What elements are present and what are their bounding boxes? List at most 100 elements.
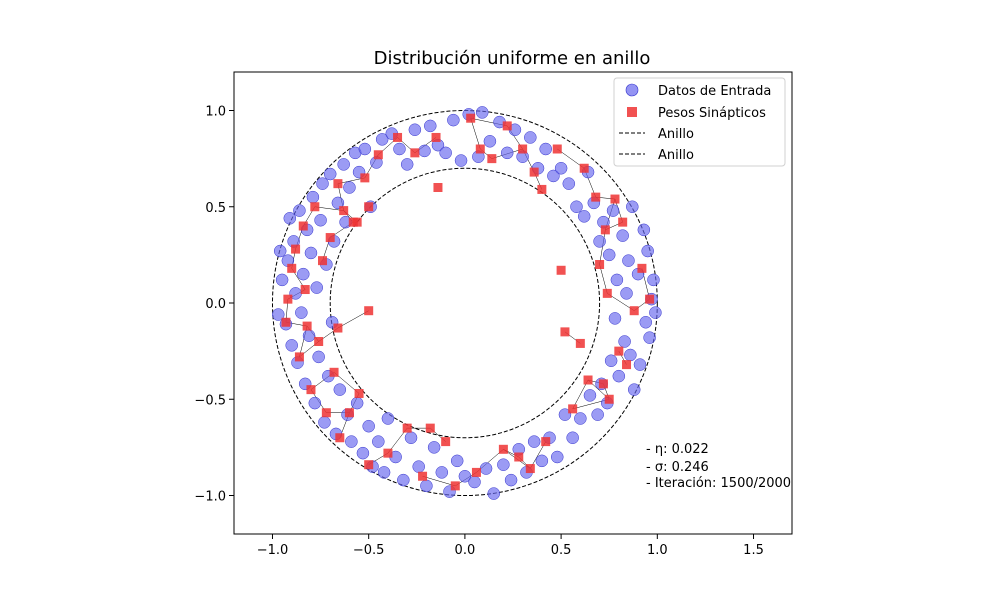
data-point — [314, 213, 327, 227]
data-point — [566, 431, 579, 444]
weight-point — [433, 183, 443, 192]
data-point — [272, 308, 285, 321]
weight-point — [604, 394, 614, 404]
weight-point — [568, 404, 578, 414]
weight-point — [298, 221, 308, 231]
input-data-points — [272, 106, 662, 500]
legend-square-marker — [627, 107, 637, 117]
data-point — [358, 142, 372, 156]
data-point — [562, 177, 576, 190]
data-point — [612, 369, 626, 383]
data-point — [372, 435, 385, 448]
weight-point — [487, 154, 497, 164]
x-tick-label: 1.0 — [647, 543, 668, 558]
data-point — [404, 431, 418, 444]
data-point — [547, 169, 560, 183]
data-point — [412, 460, 425, 473]
data-point — [377, 466, 391, 479]
legend-label-weights: Pesos Sinápticos — [658, 106, 766, 121]
weight-point — [645, 294, 655, 304]
y-tick-label: 0.0 — [205, 297, 226, 312]
weight-point — [291, 244, 301, 254]
data-point — [497, 458, 510, 471]
legend: Datos de Entrada Pesos Sinápticos Anillo… — [613, 77, 786, 167]
data-point — [616, 229, 629, 242]
data-point — [323, 167, 337, 181]
data-point — [435, 466, 449, 479]
data-point — [345, 435, 358, 448]
data-point — [608, 312, 622, 325]
y-tick-label: 0.5 — [205, 201, 226, 216]
data-point — [468, 475, 481, 489]
data-point — [458, 470, 472, 483]
data-point — [297, 267, 310, 281]
data-point — [397, 473, 410, 487]
weight-link — [599, 264, 608, 294]
data-point — [350, 396, 364, 410]
weight-link — [572, 379, 589, 409]
weight-point — [364, 306, 374, 316]
data-point — [454, 154, 468, 167]
weight-point — [583, 375, 593, 385]
weight-point — [591, 192, 601, 202]
weight-point — [333, 323, 343, 333]
weight-point — [610, 194, 620, 204]
weight-point — [294, 352, 304, 362]
data-point — [647, 273, 660, 287]
weight-point — [471, 467, 481, 477]
weight-point — [600, 225, 610, 235]
weight-point — [525, 464, 535, 474]
data-point — [649, 306, 662, 319]
data-point — [593, 235, 606, 248]
data-point — [308, 396, 322, 410]
data-point — [408, 123, 422, 136]
weight-point — [344, 408, 354, 418]
parameter-annotations: - η: 0.022 - σ: 0.246 - Iteración: 1500/… — [646, 442, 791, 491]
data-point — [504, 473, 518, 487]
data-point — [343, 181, 356, 194]
weight-point — [310, 202, 320, 212]
x-tick-label: 0.5 — [551, 543, 572, 558]
weight-point — [629, 306, 639, 316]
data-point — [304, 246, 318, 260]
data-point — [475, 106, 489, 119]
data-point — [306, 190, 320, 204]
data-point — [639, 316, 653, 329]
weight-point — [354, 388, 364, 398]
weight-point — [302, 321, 312, 331]
data-point — [273, 244, 287, 258]
weight-point — [314, 337, 324, 346]
data-point — [275, 273, 289, 287]
weight-link — [337, 310, 369, 329]
weight-point — [622, 360, 632, 370]
weight-point — [618, 217, 628, 227]
data-point — [393, 142, 406, 156]
data-point — [439, 146, 452, 160]
y-tick-label: −0.5 — [194, 393, 226, 408]
data-point — [626, 200, 639, 213]
data-point — [293, 204, 306, 217]
weight-point — [425, 423, 435, 433]
weight-point — [360, 173, 370, 183]
data-point — [318, 416, 331, 429]
data-point — [643, 331, 656, 344]
weight-link — [422, 476, 456, 487]
data-point — [637, 223, 651, 237]
weight-point — [333, 179, 343, 189]
legend-label-data: Datos de Entrada — [658, 84, 771, 99]
weight-point — [325, 233, 335, 243]
x-tick-label: 1.5 — [743, 543, 764, 558]
weight-point — [498, 444, 508, 454]
weight-point — [410, 148, 420, 158]
data-point — [606, 204, 620, 217]
data-point — [418, 144, 431, 158]
data-point — [310, 281, 323, 294]
data-point — [381, 412, 395, 425]
weight-point — [402, 423, 412, 433]
y-axis-ticks: −1.0 −0.5 0.0 0.5 1.0 — [194, 105, 234, 505]
weight-point — [560, 327, 570, 337]
data-point — [479, 462, 493, 475]
data-point — [302, 329, 316, 342]
iteration-annotation: - Iteración: 1500/2000 — [646, 476, 791, 491]
y-tick-label: 1.0 — [205, 105, 226, 120]
